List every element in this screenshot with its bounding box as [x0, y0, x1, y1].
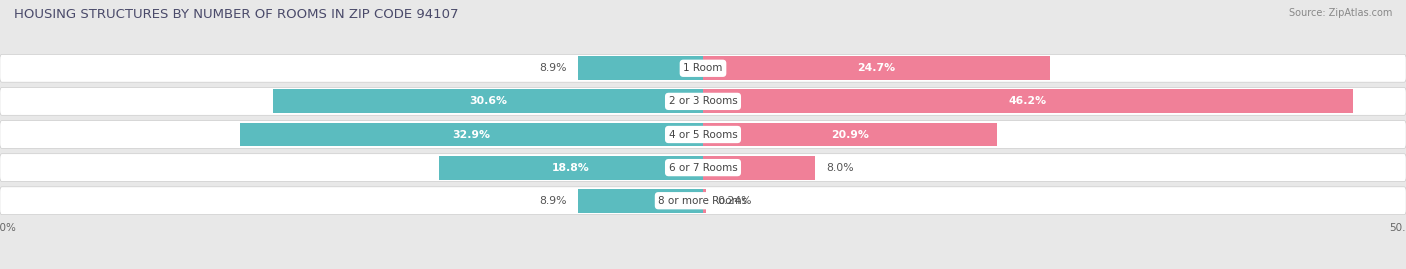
Text: 8.9%: 8.9% — [538, 63, 567, 73]
FancyBboxPatch shape — [0, 121, 1406, 148]
Text: 0.24%: 0.24% — [717, 196, 752, 206]
FancyBboxPatch shape — [0, 154, 1406, 182]
Text: HOUSING STRUCTURES BY NUMBER OF ROOMS IN ZIP CODE 94107: HOUSING STRUCTURES BY NUMBER OF ROOMS IN… — [14, 8, 458, 21]
Text: 8.9%: 8.9% — [538, 196, 567, 206]
FancyBboxPatch shape — [0, 54, 1406, 82]
Text: Source: ZipAtlas.com: Source: ZipAtlas.com — [1288, 8, 1392, 18]
Bar — [703, 123, 997, 146]
Bar — [703, 189, 706, 213]
Text: 20.9%: 20.9% — [831, 129, 869, 140]
Text: 2 or 3 Rooms: 2 or 3 Rooms — [669, 96, 737, 107]
FancyBboxPatch shape — [0, 87, 1406, 115]
Text: 1 Room: 1 Room — [683, 63, 723, 73]
Text: 6 or 7 Rooms: 6 or 7 Rooms — [669, 162, 737, 173]
Text: 46.2%: 46.2% — [1008, 96, 1047, 107]
Bar — [240, 123, 703, 146]
FancyBboxPatch shape — [0, 187, 1406, 215]
Bar — [273, 90, 703, 113]
Text: 4 or 5 Rooms: 4 or 5 Rooms — [669, 129, 737, 140]
Bar — [578, 56, 703, 80]
Bar — [703, 90, 1353, 113]
Bar — [703, 56, 1050, 80]
Text: 24.7%: 24.7% — [858, 63, 896, 73]
Text: 32.9%: 32.9% — [453, 129, 491, 140]
Bar — [578, 189, 703, 213]
Bar — [439, 156, 703, 179]
Text: 8 or more Rooms: 8 or more Rooms — [658, 196, 748, 206]
Text: 30.6%: 30.6% — [468, 96, 508, 107]
Text: 8.0%: 8.0% — [827, 162, 855, 173]
Bar — [703, 156, 815, 179]
Text: 18.8%: 18.8% — [553, 162, 589, 173]
